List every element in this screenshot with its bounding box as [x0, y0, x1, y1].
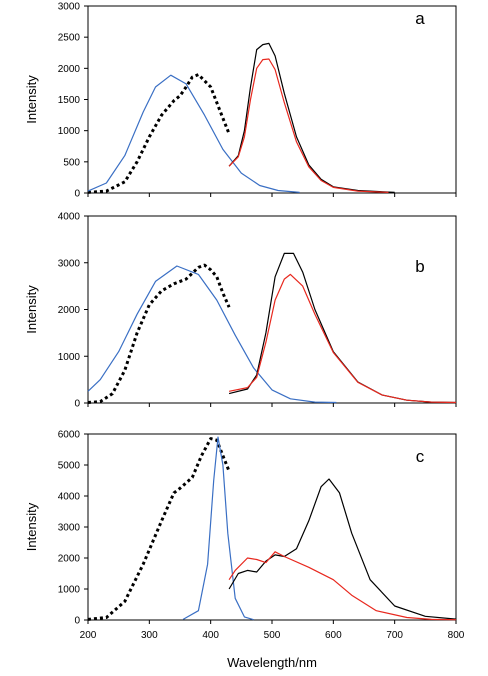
y-tick-label: 1500: [58, 95, 81, 106]
panel-label: b: [415, 257, 424, 276]
y-tick-label: 500: [63, 157, 80, 168]
x-tick-label: 600: [325, 630, 342, 641]
absorption-blue-line: [182, 436, 254, 621]
y-tick-label: 2000: [58, 64, 81, 75]
excitation-dotted-line: [87, 437, 231, 621]
emission-black-line: [228, 42, 395, 193]
emission-black-line: [228, 478, 457, 620]
y-tick-label: 3000: [58, 523, 81, 534]
y-tick-label: 2500: [58, 33, 81, 44]
y-tick-label: 2000: [58, 554, 81, 565]
panel-c: 200 300 400 500 600 700 800 0 1000 2000 3000 4000 50…: [24, 430, 465, 671]
plot-frame: [87, 5, 457, 194]
emission-red-line: [228, 273, 457, 404]
y-tick-label: 1000: [58, 352, 81, 363]
plot-frame: [87, 215, 457, 404]
y-axis-label: Intensity: [24, 285, 39, 334]
y-tick-label: 1000: [58, 585, 81, 596]
y-tick-label: 6000: [58, 430, 81, 441]
panel-a: 0 500 1000 1500 2000 2500 3000 Intensity a: [24, 2, 457, 200]
y-tick-label: 3000: [58, 2, 81, 13]
y-tick-label: 1000: [58, 126, 81, 137]
excitation-dotted-line: [87, 263, 231, 404]
absorption-blue-line: [87, 74, 300, 193]
absorption-blue-line: [87, 265, 337, 404]
x-tick-label: 800: [448, 630, 465, 641]
x-tick-label: 300: [141, 630, 158, 641]
excitation-dotted-line: [87, 73, 231, 194]
y-tick-label: 4000: [58, 212, 81, 223]
emission-red-line: [228, 58, 389, 193]
x-tick-label: 400: [202, 630, 219, 641]
y-axis-label: Intensity: [24, 75, 39, 124]
x-tick-label: 500: [264, 630, 281, 641]
emission-red-line: [228, 551, 457, 621]
x-tick-label: 200: [80, 630, 97, 641]
panel-label: a: [415, 9, 425, 28]
y-tick-label: 3000: [58, 258, 81, 269]
plot-frame: [87, 433, 457, 621]
panel-b: 0 1000 2000 3000 4000 Intensity b: [24, 212, 457, 410]
y-tick-label: 2000: [58, 305, 81, 316]
panel-label: c: [416, 447, 425, 466]
y-tick-label: 0: [74, 616, 80, 627]
x-axis-label: Wavelength/nm: [227, 655, 317, 670]
y-axis-label: Intensity: [24, 502, 39, 551]
x-tick-label: 700: [386, 630, 403, 641]
y-tick-label: 4000: [58, 492, 81, 503]
y-tick-label: 5000: [58, 461, 81, 472]
y-tick-label: 0: [74, 189, 80, 200]
y-tick-label: 0: [74, 399, 80, 410]
